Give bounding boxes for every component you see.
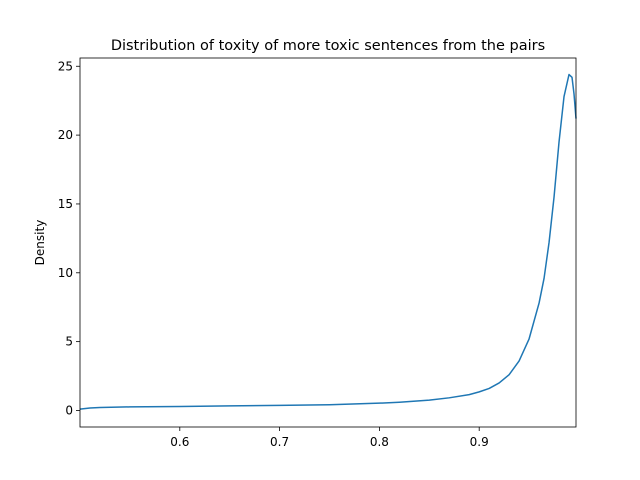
x-tick-label: 0.7 <box>270 435 289 449</box>
y-axis: 0 5 10 15 20 25 <box>58 59 80 417</box>
chart-title: Distribution of toxity of more toxic sen… <box>111 38 545 54</box>
axes-frame <box>79 57 577 428</box>
x-tick-label: 0.6 <box>170 435 189 449</box>
x-tick-label: 0.9 <box>470 435 489 449</box>
y-tick-label: 25 <box>58 59 73 73</box>
y-tick-label: 5 <box>65 335 73 349</box>
x-tick-label: 0.8 <box>370 435 389 449</box>
y-tick-label: 0 <box>65 403 73 417</box>
y-axis-label: Density <box>33 220 47 266</box>
y-tick-label: 10 <box>58 266 73 280</box>
y-tick-label: 15 <box>58 197 73 211</box>
plot-area <box>79 57 577 428</box>
y-tick-label: 20 <box>58 128 73 142</box>
x-axis: 0.6 0.7 0.8 0.9 <box>170 427 489 449</box>
density-line <box>79 73 577 410</box>
